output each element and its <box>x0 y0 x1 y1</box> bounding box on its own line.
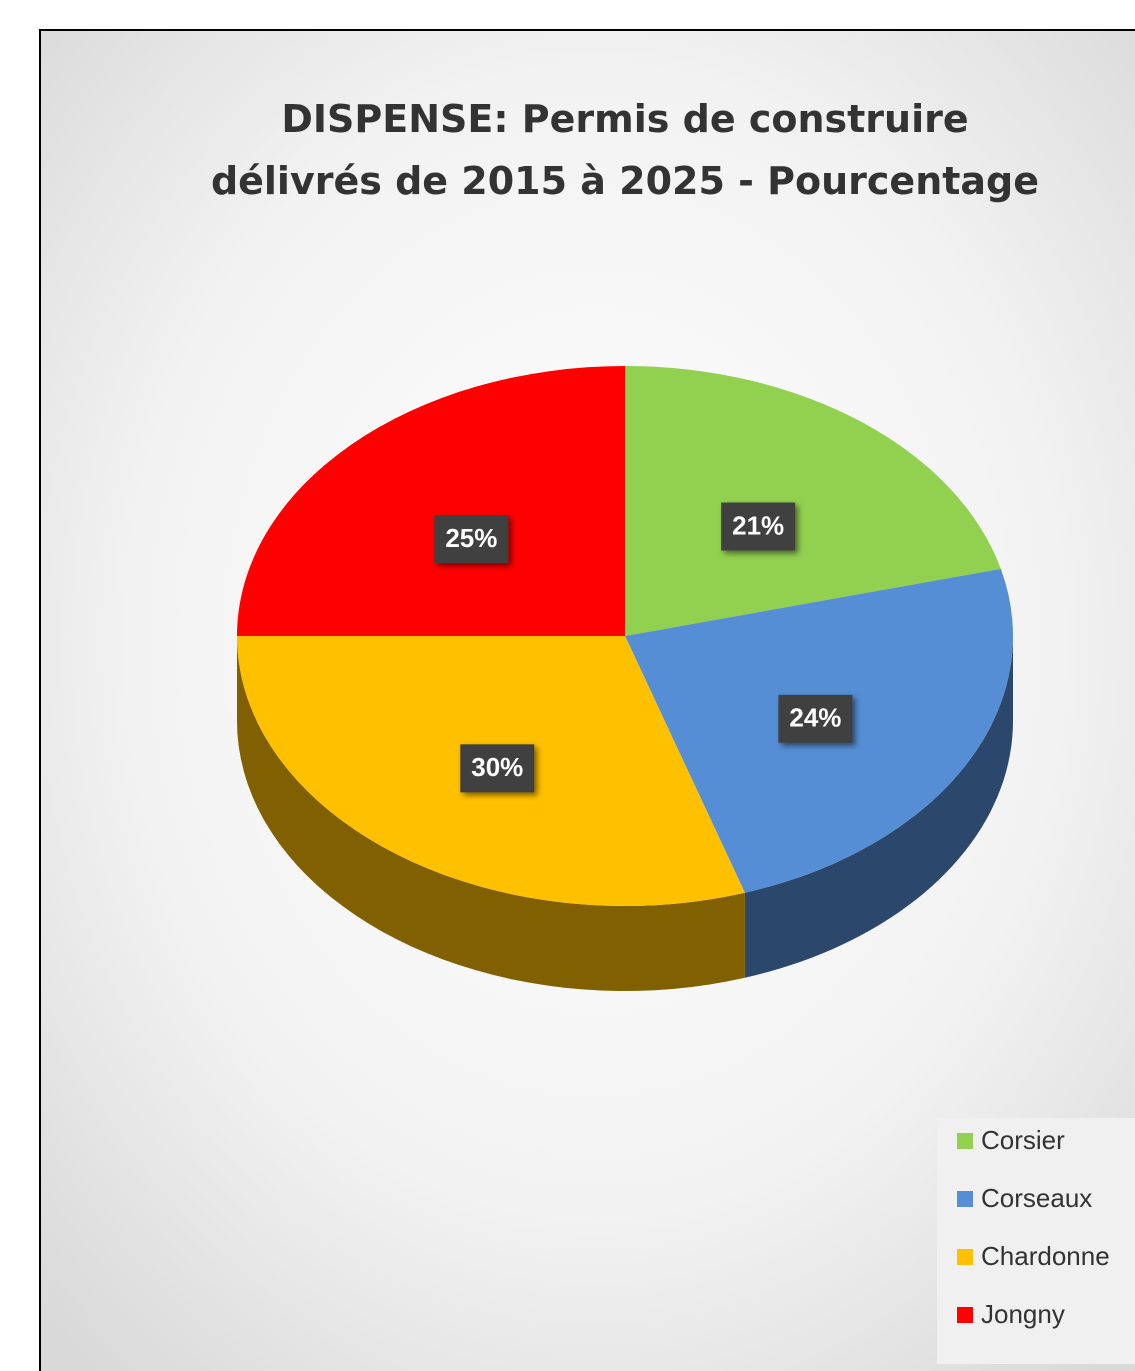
data-label-box <box>434 515 509 564</box>
data-label-box <box>778 694 853 743</box>
data-label-box <box>721 502 796 551</box>
chart-title: DISPENSE: Permis de construire délivrés … <box>210 97 1040 203</box>
legend-label: Corseaux <box>981 1183 1092 1213</box>
legend-swatch <box>957 1307 973 1323</box>
legend-label: Jongny <box>981 1299 1065 1329</box>
pie-side <box>744 636 1013 978</box>
pie-side <box>237 636 745 991</box>
legend-swatch <box>957 1133 973 1149</box>
legend-swatch <box>957 1191 973 1207</box>
legend-label: Corsier <box>981 1125 1065 1155</box>
pie-slice <box>237 366 625 636</box>
legend-swatch <box>957 1249 973 1265</box>
data-label-box <box>460 744 535 793</box>
pie-slice <box>625 366 1001 636</box>
data-label: 25% <box>445 523 497 553</box>
data-label: 21% <box>732 510 784 540</box>
data-label: 24% <box>789 703 841 733</box>
data-label: 30% <box>471 752 523 782</box>
legend-label: Chardonne <box>981 1241 1110 1271</box>
